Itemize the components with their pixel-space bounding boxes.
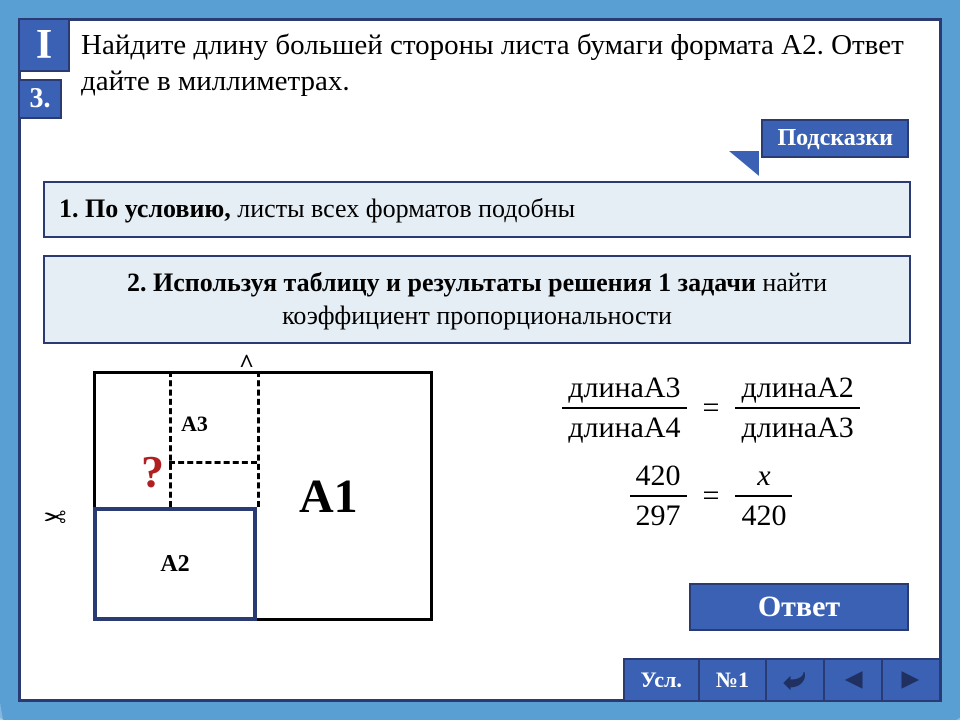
dash-line-h <box>169 461 257 464</box>
num: длинаА3 <box>562 371 686 407</box>
dash-line-v1 <box>169 371 172 507</box>
slide-frame: I 3. Найдите длину большей стороны листа… <box>18 18 942 702</box>
den: 297 <box>630 495 687 533</box>
formula-block: длинаА3 длинаА4 = длинаА2 длинаА3 420 29… <box>501 371 921 547</box>
hint-1-rest: листы всех форматов подобны <box>231 194 575 223</box>
label-a1: А1 <box>299 469 358 524</box>
nav-prev-button[interactable] <box>823 658 883 702</box>
equals-sign: = <box>699 479 724 513</box>
dash-line-v2 <box>257 371 260 507</box>
label-a3: А3 <box>181 411 208 437</box>
formula-row-2: 420 297 = x 420 <box>501 459 921 533</box>
arrow-right-icon <box>898 669 924 691</box>
question-mark: ? <box>141 445 164 498</box>
sheet-a2-outline: А2 <box>93 507 257 621</box>
nav-back-button[interactable] <box>765 658 825 702</box>
den: длинаА3 <box>735 407 859 445</box>
formula-row-1: длинаА3 длинаА4 = длинаА2 длинаА3 <box>501 371 921 445</box>
hint-2-lead: 2. Используя таблицу и результаты решени… <box>127 268 756 297</box>
hint-1-box: 1. По условию, листы всех форматов подоб… <box>43 181 911 238</box>
bottom-nav: Усл. №1 <box>21 658 939 702</box>
num-x: x <box>751 459 776 495</box>
section-badge: I <box>18 18 70 72</box>
nav-problem-1-button[interactable]: №1 <box>698 658 767 702</box>
hints-callout-tail <box>729 151 759 176</box>
num: 420 <box>630 459 687 495</box>
equals-sign: = <box>699 391 724 425</box>
fraction-420-297: 420 297 <box>630 459 687 533</box>
label-a2: А2 <box>160 551 189 578</box>
nav-spacer <box>21 658 623 702</box>
num: длинаА2 <box>735 371 859 407</box>
problem-number-badge: 3. <box>18 79 62 119</box>
nav-condition-button[interactable]: Усл. <box>623 658 700 702</box>
paper-diagram: ^ А3 А1 А2 ? ✂ <box>41 349 451 629</box>
answer-button[interactable]: Ответ <box>689 583 909 631</box>
fraction-a3-a4: длинаА3 длинаА4 <box>562 371 686 445</box>
fraction-a2-a3: длинаА2 длинаА3 <box>735 371 859 445</box>
hint-1-lead: 1. По условию, <box>59 194 231 223</box>
den: длинаА4 <box>562 407 686 445</box>
arrow-left-icon <box>840 669 866 691</box>
question-text: Найдите длину большей стороны листа бума… <box>81 27 919 100</box>
hints-button[interactable]: Подсказки <box>761 119 909 158</box>
den: 420 <box>735 495 792 533</box>
scissors-icon: ✂ <box>43 501 66 535</box>
nav-next-button[interactable] <box>881 658 941 702</box>
undo-icon <box>780 669 810 691</box>
fraction-x-420: x 420 <box>735 459 792 533</box>
hint-2-box: 2. Используя таблицу и результаты решени… <box>43 255 911 344</box>
